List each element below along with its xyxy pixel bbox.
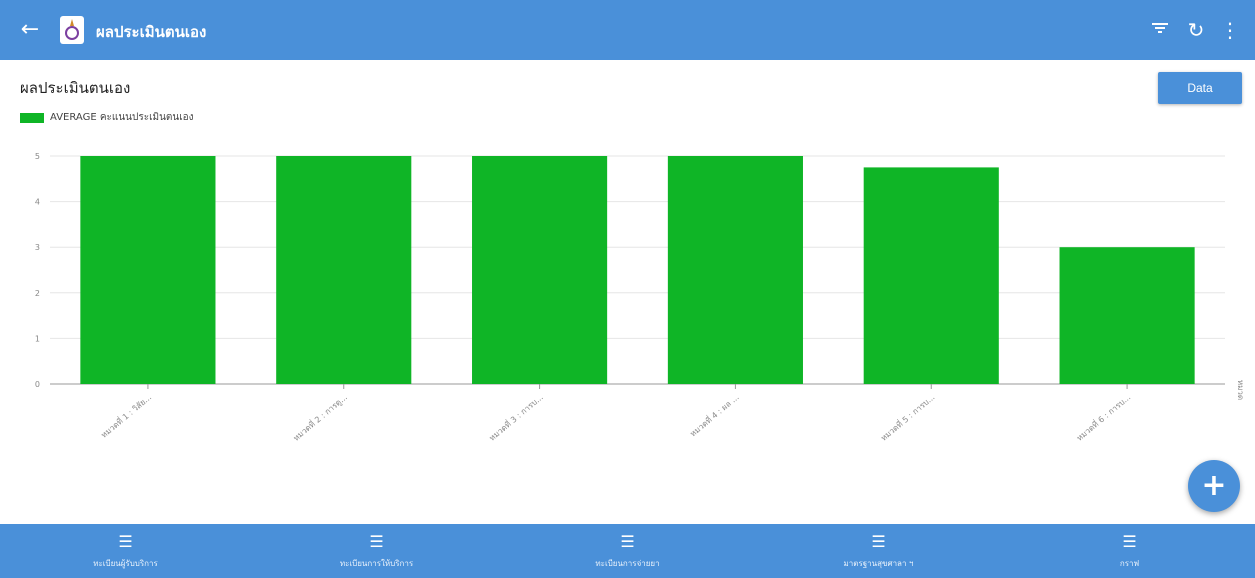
- bar: [472, 156, 608, 384]
- x-tick-label: หมวดที่ 6 : การบ...: [1074, 391, 1133, 443]
- more-vert-icon[interactable]: ⋮: [1220, 18, 1240, 42]
- x-tick-label: หมวดที่ 5 : การบ...: [878, 391, 937, 443]
- y-tick-label: 5: [35, 152, 40, 161]
- page-title: ผลประเมินตนเอง: [20, 79, 131, 97]
- y-tick-label: 4: [35, 198, 40, 207]
- back-arrow-icon[interactable]: ←: [20, 17, 40, 42]
- nav-item-label: ทะเบียนผู้รับบริการ: [93, 558, 158, 568]
- nav-item-label: ทะเบียนการให้บริการ: [339, 558, 414, 568]
- nav-item-graph[interactable]: ☰ กราฟ: [1004, 524, 1255, 578]
- list-icon: ☰: [1122, 531, 1137, 551]
- app-bar: ← ผลประเมินตนเอง ↻ ⋮: [0, 0, 1255, 60]
- bar-chart: 0 1 2 3 4 5 หมวดที่ 1 : วิสัย... หมวดที่ 2 : กา…: [35, 152, 1245, 444]
- x-tick-label: หมวดที่ 3 : การบ...: [486, 391, 545, 443]
- nav-item-label: มาตรฐานสุขศาลา ฯ: [843, 558, 914, 568]
- legend-label: AVERAGE คะแนนประเมินตนเอง: [50, 112, 194, 123]
- nav-item-service-records[interactable]: ☰ ทะเบียนการให้บริการ: [251, 524, 502, 578]
- app-logo: [60, 16, 84, 44]
- y-tick-label: 0: [35, 380, 40, 389]
- list-icon: ☰: [871, 531, 886, 551]
- refresh-icon[interactable]: ↻: [1187, 18, 1205, 42]
- filter-icon[interactable]: [1148, 18, 1172, 42]
- legend-swatch: [20, 112, 44, 123]
- data-button[interactable]: Data: [1158, 72, 1242, 104]
- bottom-nav-bar: ☰ ทะเบียนผู้รับบริการ ☰ ทะเบียนการให้บริ…: [0, 524, 1255, 578]
- x-tick-label: หมวดที่ 4 : ผล ...: [687, 391, 741, 438]
- x-tick-label: หมวดที่ 1 : วิสัย...: [98, 391, 153, 440]
- add-fab-button[interactable]: +: [1188, 460, 1240, 512]
- logo-emblem-icon: [65, 19, 79, 40]
- x-tick-label: หมวดที่ 2 : การดู...: [290, 391, 349, 444]
- app-title: ผลประเมินตนเอง: [96, 23, 207, 41]
- y-tick-label: 1: [35, 334, 40, 343]
- nav-item-label: ทะเบียนการจ่ายยา: [595, 558, 660, 568]
- chart-legend[interactable]: AVERAGE คะแนนประเมินตนเอง: [20, 110, 194, 125]
- bar: [1059, 247, 1195, 384]
- nav-item-service-recipients[interactable]: ☰ ทะเบียนผู้รับบริการ: [0, 524, 251, 578]
- bar: [667, 156, 803, 384]
- nav-item-standards[interactable]: ☰ มาตรฐานสุขศาลา ฯ: [753, 524, 1004, 578]
- y-tick-label: 3: [35, 243, 40, 252]
- bar: [80, 156, 216, 384]
- list-icon: ☰: [118, 531, 133, 551]
- list-icon: ☰: [369, 531, 384, 551]
- y-tick-label: 2: [35, 289, 40, 298]
- x-axis-title: หมวด: [1236, 380, 1245, 400]
- bar: [863, 167, 999, 384]
- nav-item-dispensing-records[interactable]: ☰ ทะเบียนการจ่ายยา: [502, 524, 753, 578]
- bar: [276, 156, 412, 384]
- nav-item-label: กราฟ: [1119, 558, 1140, 568]
- list-icon: ☰: [620, 531, 635, 551]
